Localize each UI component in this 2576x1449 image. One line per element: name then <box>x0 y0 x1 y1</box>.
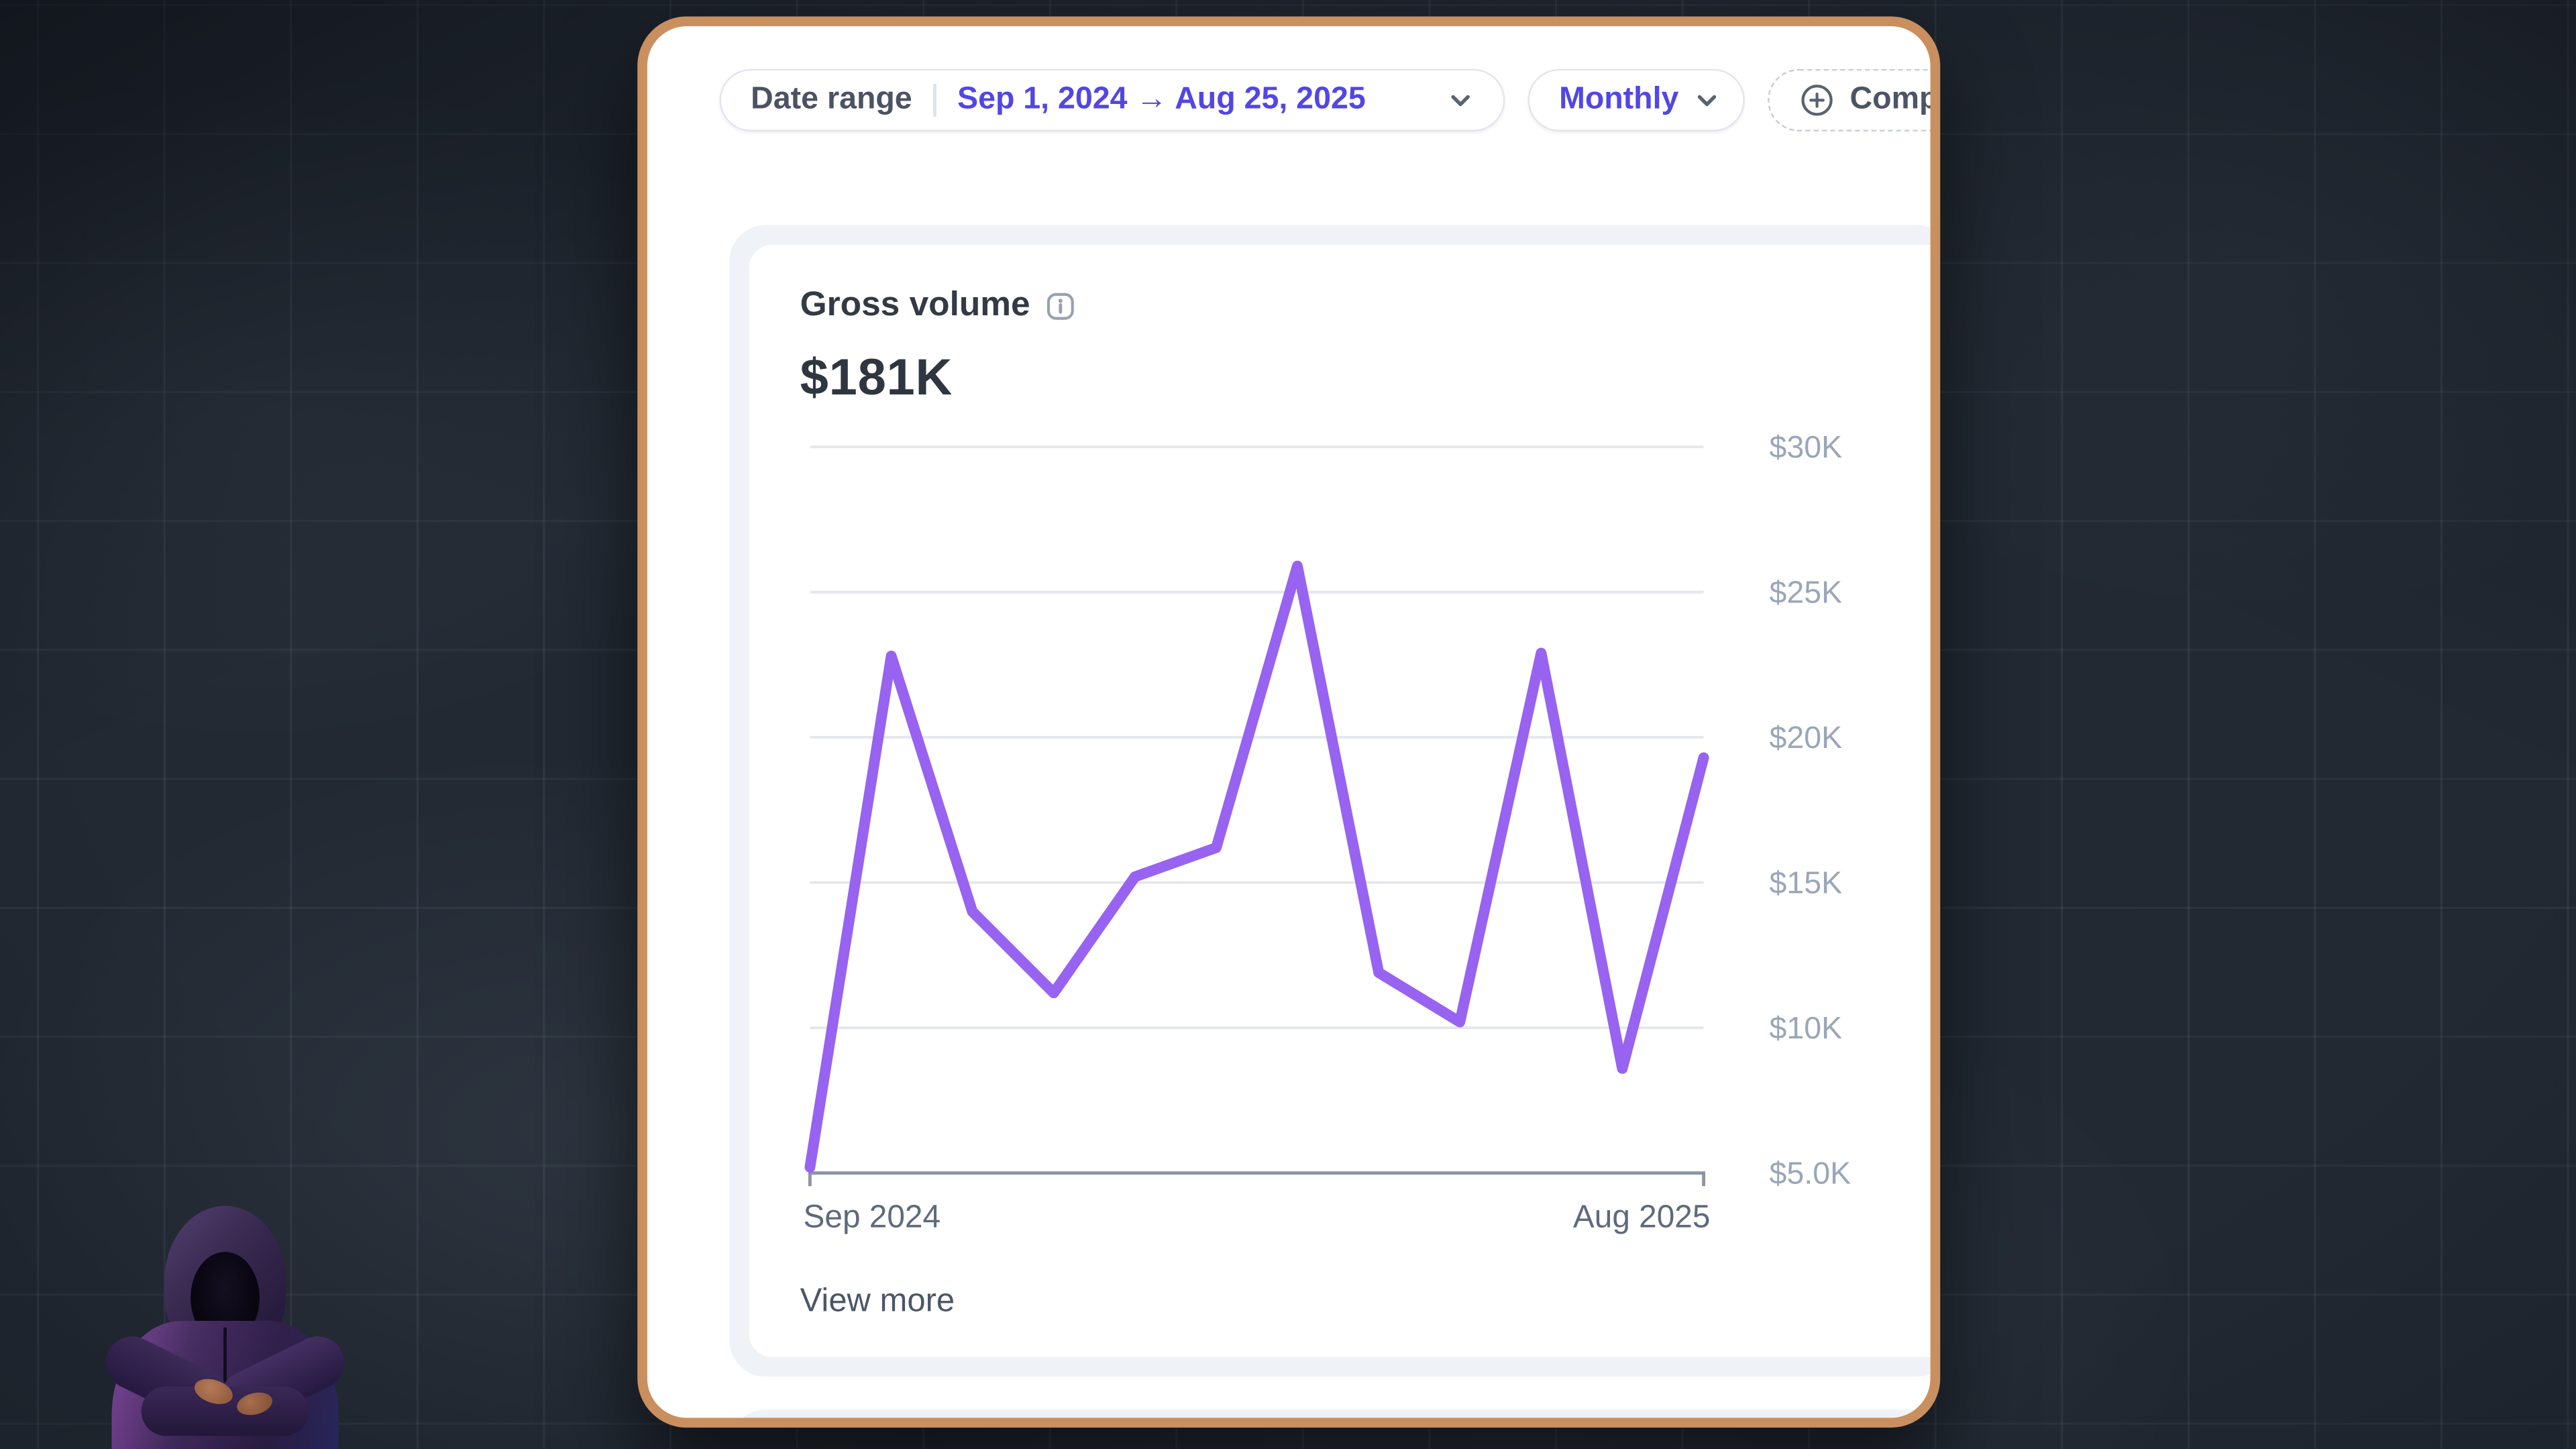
gross-volume-line-chart: $30K $25K $20K $15K $10K $5.0K Sep 2024 Aug 202… <box>804 429 1851 1234</box>
date-range-picker[interactable]: Date range Sep 1, 2024 → Aug 25, 2025 <box>719 68 1505 131</box>
svg-text:$25K: $25K <box>1770 575 1843 610</box>
chart-toolbar: Date range Sep 1, 2024 → Aug 25, 2025 Mo… <box>647 68 1931 131</box>
svg-text:$15K: $15K <box>1770 865 1843 900</box>
interval-select[interactable]: Monthly <box>1527 68 1745 131</box>
chevron-down-icon <box>1697 95 1716 107</box>
svg-text:Sep 2024: Sep 2024 <box>804 1199 941 1234</box>
next-tile-partial <box>729 1409 1931 1418</box>
hooded-figure-illustration: $ $ $ $ $ <box>85 1196 430 1449</box>
info-icon[interactable] <box>1046 292 1075 320</box>
svg-text:$30K: $30K <box>1770 429 1843 464</box>
compare-label: Compare <box>1849 82 1939 117</box>
hoodie-zipper <box>223 1327 227 1393</box>
plus-circle-icon <box>1801 85 1833 116</box>
svg-text:$20K: $20K <box>1770 720 1843 755</box>
date-range-value: Sep 1, 2024 → Aug 25, 2025 <box>957 82 1366 117</box>
date-range-label: Date range <box>751 82 912 117</box>
chevron-down-icon <box>1451 95 1470 107</box>
svg-text:Aug 2025: Aug 2025 <box>1573 1199 1710 1234</box>
chart-title: Gross volume <box>800 286 1030 324</box>
dashboard-card: Date range Sep 1, 2024 → Aug 25, 2025 Mo… <box>637 16 1941 1428</box>
pill-divider <box>933 83 936 117</box>
gross-volume-total: $181K <box>800 348 953 406</box>
svg-text:$5.0K: $5.0K <box>1770 1156 1851 1191</box>
interval-value: Monthly <box>1559 82 1679 117</box>
view-more-link[interactable]: View more <box>800 1283 955 1320</box>
svg-text:$10K: $10K <box>1770 1010 1843 1045</box>
compare-button[interactable]: Compare <box>1768 68 1939 131</box>
